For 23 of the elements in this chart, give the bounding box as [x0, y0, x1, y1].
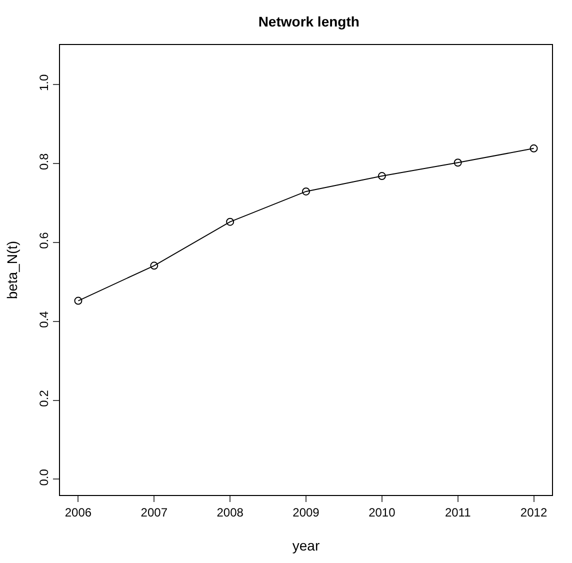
- point: [454, 158, 462, 167]
- y-axis-title: beta_N(t): [4, 240, 20, 300]
- point: [150, 262, 158, 270]
- x-tick-label: 2007: [140, 505, 168, 520]
- x-tick-label: 2010: [368, 505, 396, 520]
- x-tick-label: 2008: [216, 505, 244, 520]
- x-tick-label: 2009: [292, 505, 320, 520]
- x-tick-label: 2011: [444, 505, 472, 520]
- chart-title: Network length: [258, 14, 360, 30]
- x-axis-title: year: [292, 538, 320, 554]
- x-tick-label: 2006: [64, 505, 92, 520]
- point: [530, 144, 538, 152]
- point: [226, 218, 234, 226]
- x-tick-label: 2012: [520, 505, 548, 520]
- point: [74, 296, 82, 305]
- y-tick-label: 0.2: [37, 390, 52, 407]
- point: [302, 187, 310, 196]
- point: [378, 172, 386, 180]
- y-tick-label: 0.8: [37, 152, 52, 170]
- y-tick-label: 0.4: [37, 310, 52, 328]
- y-tick-label: 0.6: [37, 232, 52, 249]
- y-tick-label: 1.0: [37, 74, 52, 92]
- y-tick-label: 0.0: [37, 468, 52, 486]
